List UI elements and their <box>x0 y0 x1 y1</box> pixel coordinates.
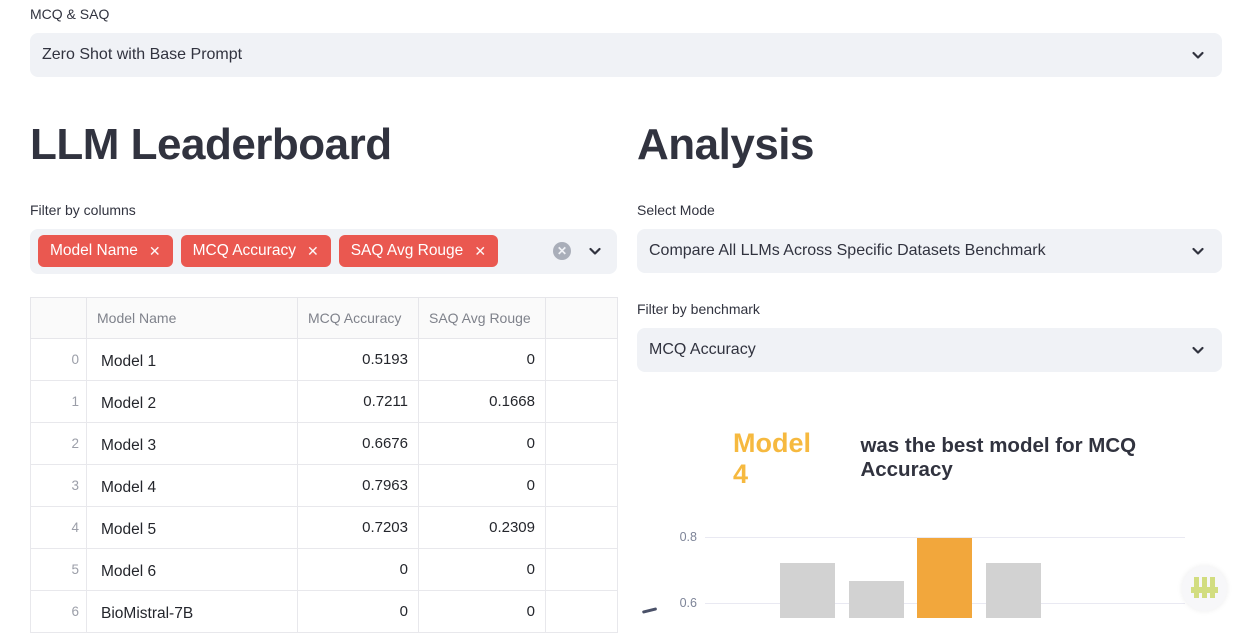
value-cell: 0.6676 <box>297 422 419 465</box>
value-cell <box>545 422 618 465</box>
value-cell <box>545 548 618 591</box>
value-cell: 0 <box>418 422 546 465</box>
row-index-cell: 3 <box>30 464 87 507</box>
leaderboard-title: LLM Leaderboard <box>30 120 392 169</box>
table-column-header[interactable] <box>30 296 87 339</box>
model-name-cell: BioMistral-7B <box>86 590 298 633</box>
model-name-cell: Model 3 <box>86 422 298 465</box>
bar-best-model[interactable] <box>917 538 972 618</box>
model-name-cell: Model 1 <box>86 337 298 381</box>
benchmark-select-value: MCQ Accuracy <box>649 340 756 358</box>
value-cell: 0 <box>297 548 419 591</box>
analysis-section: Analysis Select Mode Compare All LLMs Ac… <box>637 119 1222 633</box>
chart-gridline <box>705 537 1185 538</box>
best-model-statement: Model 4 was the best model for MCQ Accur… <box>733 428 1222 490</box>
table-row[interactable]: 0 Model 1 0.5193 0 <box>30 337 618 381</box>
bar[interactable] <box>985 563 1041 618</box>
value-cell: 0.7963 <box>297 464 419 507</box>
mode-select[interactable]: Compare All LLMs Across Specific Dataset… <box>637 228 1222 273</box>
model-name-cell: Model 4 <box>86 464 298 507</box>
filter-columns-label: Filter by columns <box>30 201 136 218</box>
filter-tag[interactable]: Model Name ✕ <box>38 235 173 268</box>
row-index-cell: 4 <box>30 506 87 549</box>
table-column-header[interactable]: MCQ Accuracy <box>297 296 419 339</box>
select-mode-label: Select Mode <box>637 201 715 218</box>
value-cell: 0.5193 <box>297 337 419 381</box>
row-index-cell: 2 <box>30 422 87 465</box>
value-cell: 0.7203 <box>297 506 419 549</box>
filter-tag[interactable]: SAQ Avg Rouge ✕ <box>338 235 499 268</box>
value-cell: 0.7211 <box>297 380 419 423</box>
model-name-cell: Model 2 <box>86 380 298 423</box>
clear-all-icon[interactable]: ✕ <box>553 242 571 261</box>
pixel-crown-icon <box>1191 576 1218 598</box>
chevron-down-icon <box>1192 346 1204 354</box>
row-index-cell: 1 <box>30 380 87 423</box>
value-cell <box>545 506 618 549</box>
prompt-mode-value: Zero Shot with Base Prompt <box>42 46 243 63</box>
y-axis-tick-label: 0.8 <box>679 530 697 544</box>
remove-tag-icon[interactable]: ✕ <box>306 242 319 259</box>
value-cell: 0.2309 <box>418 506 546 549</box>
columns-multiselect[interactable]: Model Name ✕ MCQ Accuracy ✕ SAQ Avg Rouge ✕ ✕ <box>30 228 617 274</box>
value-cell <box>545 590 618 633</box>
row-index-cell: 6 <box>30 590 87 633</box>
y-axis-tick-label: 0.6 <box>679 596 697 610</box>
value-cell <box>545 380 618 423</box>
best-model-name: Model 4 <box>733 427 811 489</box>
value-cell: 0.1668 <box>418 380 546 423</box>
bar[interactable] <box>848 580 904 618</box>
benchmark-select[interactable]: MCQ Accuracy <box>637 327 1222 372</box>
best-model-text: was the best model for MCQ Accuracy <box>860 433 1137 481</box>
table-column-header[interactable]: Model Name <box>86 296 298 339</box>
value-cell: 0 <box>297 590 419 633</box>
mode-select-value: Compare All LLMs Across Specific Dataset… <box>649 241 1046 259</box>
value-cell <box>545 464 618 507</box>
top-select-label: MCQ & SAQ <box>30 6 110 22</box>
leaderboard-section: LLM Leaderboard Filter by columns Model … <box>30 119 618 633</box>
table-row[interactable]: 4 Model 5 0.7203 0.2309 <box>30 506 618 549</box>
remove-tag-icon[interactable]: ✕ <box>474 242 487 259</box>
table-column-header[interactable] <box>545 296 618 339</box>
table-row[interactable]: 6 BioMistral-7B 0 0 <box>30 590 618 633</box>
chevron-down-icon[interactable] <box>587 243 603 259</box>
value-cell: 0 <box>418 548 546 591</box>
app-host-avatar[interactable] <box>1182 566 1227 611</box>
filter-tag-label: MCQ Accuracy <box>192 242 296 260</box>
value-cell: 0 <box>418 337 546 381</box>
benchmark-bar-chart[interactable]: 0.8 0.6 <box>637 520 1222 618</box>
chevron-down-icon <box>1192 247 1204 255</box>
model-name-cell: Model 6 <box>86 548 298 591</box>
row-index-cell: 0 <box>30 337 87 381</box>
filter-tag[interactable]: MCQ Accuracy ✕ <box>180 235 331 268</box>
row-index-cell: 5 <box>30 548 87 591</box>
table-column-header[interactable]: SAQ Avg Rouge <box>418 296 546 339</box>
selected-column-tags: Model Name ✕ MCQ Accuracy ✕ SAQ Avg Rouge ✕ <box>38 235 545 268</box>
filter-tag-label: Model Name <box>50 242 138 260</box>
remove-tag-icon[interactable]: ✕ <box>148 242 161 259</box>
value-cell: 0 <box>418 590 546 633</box>
analysis-title: Analysis <box>637 120 814 169</box>
chevron-down-icon <box>1192 51 1204 59</box>
filter-benchmark-label: Filter by benchmark <box>637 300 760 317</box>
prompt-mode-select[interactable]: Zero Shot with Base Prompt <box>30 33 1222 77</box>
value-cell: 0 <box>418 464 546 507</box>
table-row[interactable]: 3 Model 4 0.7963 0 <box>30 464 618 507</box>
filter-tag-label: SAQ Avg Rouge <box>350 242 464 260</box>
bar[interactable] <box>780 563 835 618</box>
table-row[interactable]: 2 Model 3 0.6676 0 <box>30 422 618 465</box>
table-row[interactable]: 1 Model 2 0.7211 0.1668 <box>30 380 618 423</box>
model-name-cell: Model 5 <box>86 506 298 549</box>
value-cell <box>545 337 618 381</box>
leaderboard-table[interactable]: Model Name MCQ Accuracy SAQ Avg Rouge 0 Mod… <box>30 296 618 633</box>
